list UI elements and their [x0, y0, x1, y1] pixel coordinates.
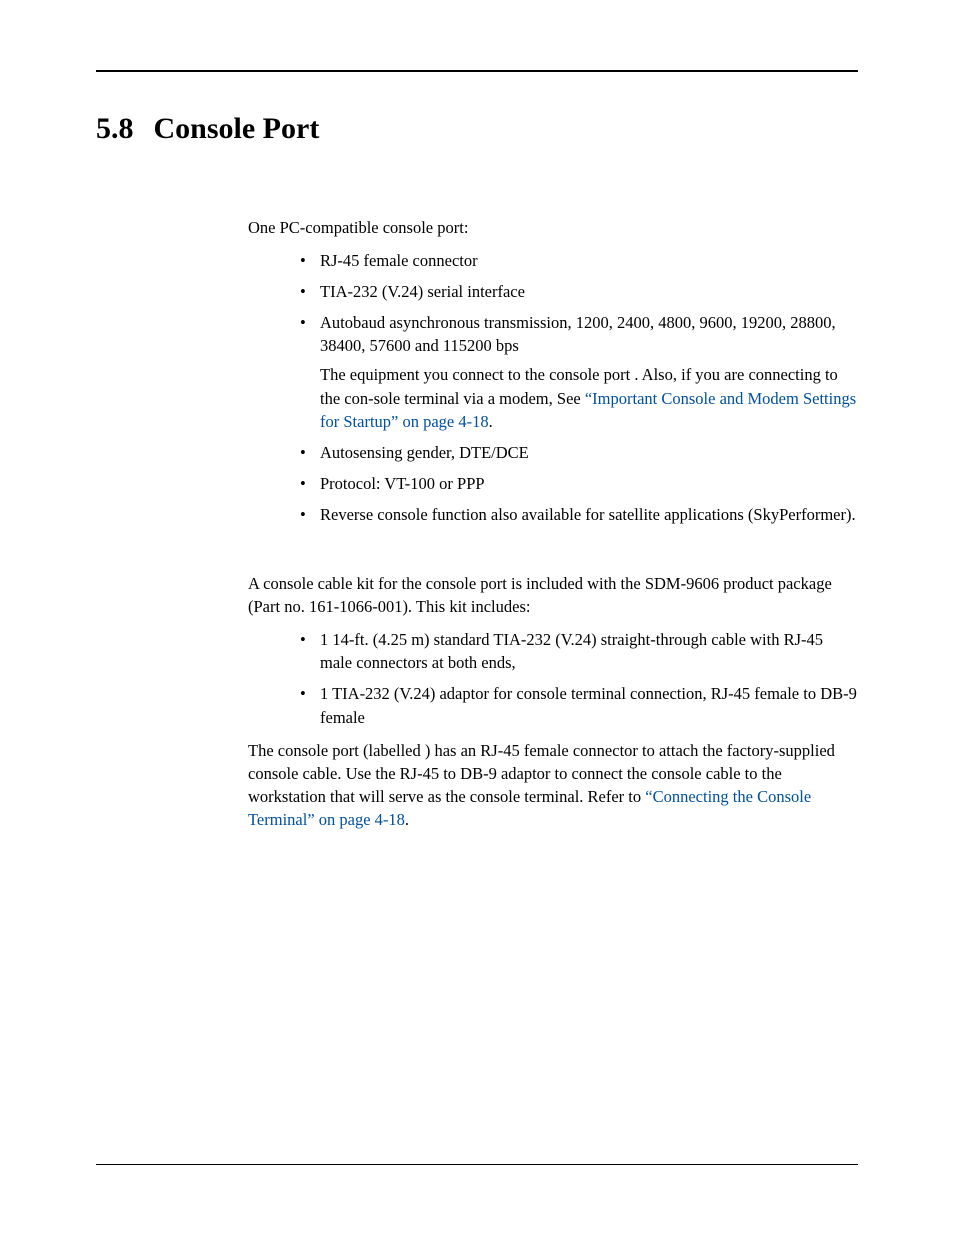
- bullet-item-tia232: TIA-232 (V.24) serial interface: [300, 280, 858, 303]
- section-number: 5.8: [96, 112, 134, 146]
- bullet-item-reverse-console: Reverse console function also available …: [300, 503, 858, 526]
- top-horizontal-rule: [96, 70, 858, 72]
- bullet-text: Autobaud asynchronous transmission, 1200…: [320, 313, 836, 355]
- bullet-text: Protocol: VT-100 or PPP: [320, 474, 485, 493]
- text-fragment: See: [557, 389, 585, 408]
- bullet-item-rj45: RJ-45 female connector: [300, 249, 858, 272]
- period: .: [489, 412, 493, 431]
- bullet-text: TIA-232 (V.24) serial interface: [320, 282, 525, 301]
- period: .: [405, 810, 409, 829]
- console-port-paragraph: The console port (labelled ) has an RJ-4…: [248, 739, 858, 831]
- bullet-text: RJ-45 female connector: [320, 251, 478, 270]
- text-fragment: The console port (labelled: [248, 741, 425, 760]
- bottom-horizontal-rule: [96, 1164, 858, 1165]
- bullet-item-cable: 1 14-ft. (4.25 m) standard TIA-232 (V.24…: [300, 628, 858, 674]
- bullet-list-2: 1 14-ft. (4.25 m) standard TIA-232 (V.24…: [248, 628, 858, 728]
- section-heading: 5.8 Console Port: [96, 112, 858, 146]
- content-area: One PC-compatible console port: RJ-45 fe…: [248, 216, 858, 831]
- text-fragment: The equipment you connect to the console…: [320, 365, 634, 384]
- intro-paragraph-1: One PC-compatible console port:: [248, 216, 858, 239]
- bullet-item-autobaud: Autobaud asynchronous transmission, 1200…: [300, 311, 858, 432]
- sub-section-cable-kit: A console cable kit for the console port…: [248, 572, 858, 831]
- cable-kit-intro: A console cable kit for the console port…: [248, 572, 858, 618]
- bullet-item-autosensing: Autosensing gender, DTE/DCE: [300, 441, 858, 464]
- bullet-item-protocol: Protocol: VT-100 or PPP: [300, 472, 858, 495]
- bullet-text: 1 14-ft. (4.25 m) standard TIA-232 (V.24…: [320, 630, 823, 672]
- section-title: Console Port: [154, 112, 320, 146]
- nested-paragraph: The equipment you connect to the console…: [320, 363, 858, 432]
- bullet-item-adaptor: 1 TIA-232 (V.24) adaptor for console ter…: [300, 682, 858, 728]
- bullet-text: Autosensing gender, DTE/DCE: [320, 443, 529, 462]
- bullet-text: Reverse console function also available …: [320, 505, 856, 524]
- bullet-list-1: RJ-45 female connector TIA-232 (V.24) se…: [248, 249, 858, 526]
- bullet-text: 1 TIA-232 (V.24) adaptor for console ter…: [320, 684, 857, 726]
